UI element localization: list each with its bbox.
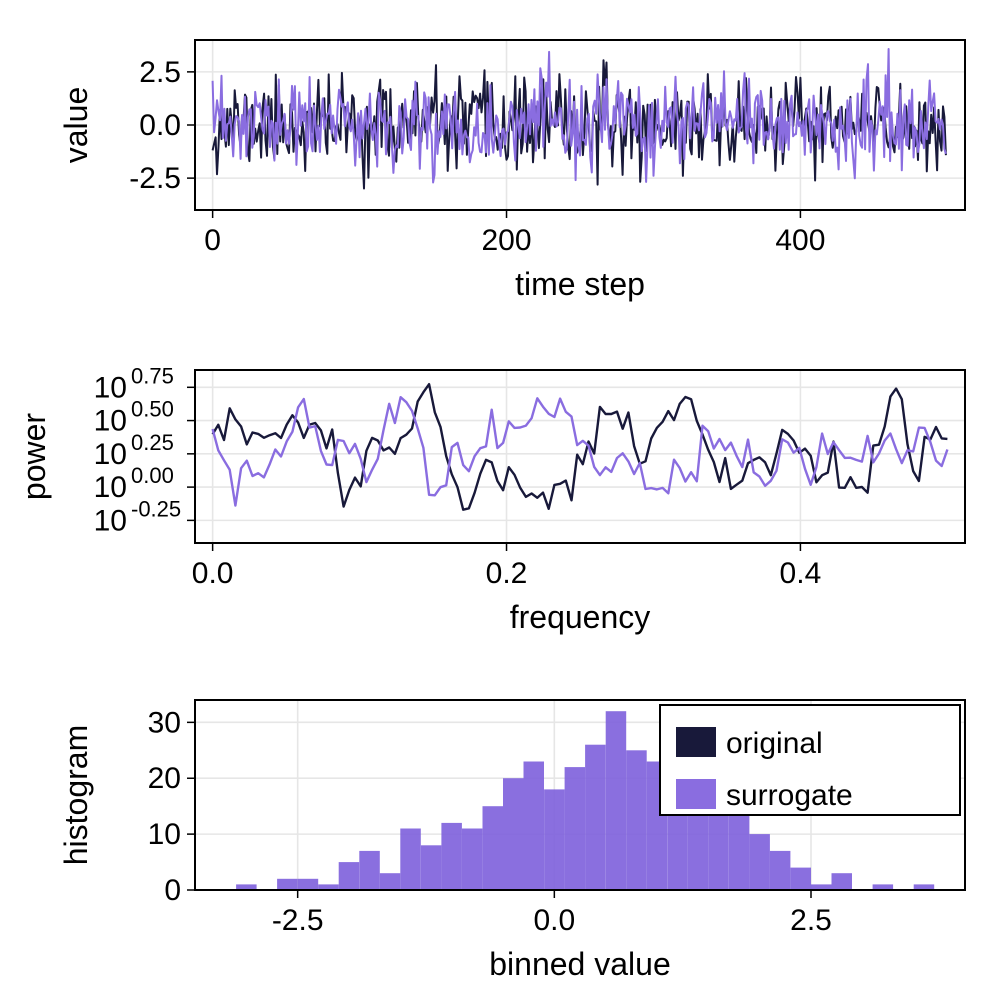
panel-3-ytick-label: 0 [164,874,181,907]
panel-1-ylabel: value [58,87,94,164]
histogram-bar [544,789,565,890]
panel-1-xtick-label: 400 [775,224,825,257]
panel-3-xtick-label: -2.5 [272,904,324,937]
svg-text:10: 10 [94,471,127,504]
panel-1-xlabel: time step [515,266,645,302]
histogram-bar [277,879,298,890]
panel-2-ylabel: power [16,413,52,501]
panel-3-ylabel: histogram [58,725,94,866]
histogram-bar [298,879,319,890]
panel-2-xtick-label: 0.4 [780,557,822,590]
svg-text:-0.25: -0.25 [131,496,181,521]
panel-2-xlabel: frequency [510,599,651,635]
legend-label: original [726,727,823,760]
panel-3-xlabel: binned value [489,946,670,982]
histogram-bar [380,873,401,890]
histogram-bar [524,762,545,891]
panel-3-ytick-label: 30 [148,706,181,739]
panel-3-ytick-label: 10 [148,818,181,851]
figure-svg: 0200400-2.50.02.5time stepvalue0.00.20.4… [0,0,1000,1000]
histogram-bar [626,750,647,890]
legend-label: surrogate [726,779,853,812]
histogram-bar [400,829,421,891]
svg-text:0.50: 0.50 [131,397,174,422]
histogram-bar [421,845,442,890]
histogram-bar [441,823,462,890]
histogram-bar [339,862,360,890]
svg-text:0.75: 0.75 [131,363,174,388]
histogram-bar [483,806,504,890]
svg-text:10: 10 [94,405,127,438]
histogram-bar [770,851,791,890]
histogram-bar [565,767,586,890]
histogram-bar [791,868,812,890]
legend-swatch [676,727,716,757]
histogram-bar [832,873,853,890]
svg-text:0.00: 0.00 [131,463,174,488]
panel-1-ytick-label: 2.5 [139,56,181,89]
legend-swatch [676,779,716,809]
histogram-bar [503,778,524,890]
histogram-bar [359,851,380,890]
panel-2-xtick-label: 0.0 [192,557,234,590]
panel-2-bg [195,370,965,543]
panel-2-xtick-label: 0.2 [486,557,528,590]
panel-1-xtick-label: 200 [481,224,531,257]
panel-1-ytick-label: 0.0 [139,109,181,142]
panel-1-ytick-label: -2.5 [129,162,181,195]
svg-text:10: 10 [94,438,127,471]
svg-text:10: 10 [94,371,127,404]
svg-text:0.25: 0.25 [131,430,174,455]
histogram-bar [462,829,483,891]
panel-1-xtick-label: 0 [204,224,221,257]
histogram-bar [749,834,770,890]
panel-3-xtick-label: 2.5 [790,904,832,937]
histogram-bar [606,711,627,890]
panel-3-ytick-label: 20 [148,762,181,795]
histogram-bar [585,745,606,890]
figure-root: 0200400-2.50.02.5time stepvalue0.00.20.4… [0,0,1000,1000]
panel-3-xtick-label: 0.0 [533,904,575,937]
svg-text:10: 10 [94,504,127,537]
